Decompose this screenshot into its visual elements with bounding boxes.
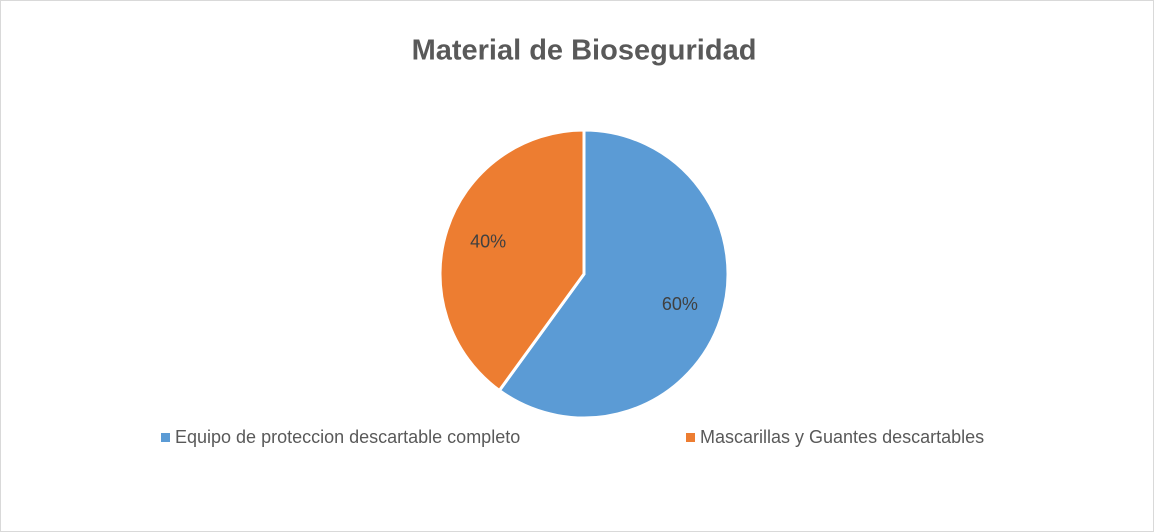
chart-title: Material de Bioseguridad bbox=[412, 35, 757, 67]
data-label: 60% bbox=[662, 294, 698, 314]
data-label: 40% bbox=[470, 232, 506, 252]
legend-label: Mascarillas y Guantes descartables bbox=[700, 427, 984, 447]
pie-slice bbox=[438, 128, 586, 393]
legend-label: Equipo de proteccion descartable complet… bbox=[175, 427, 520, 447]
legend-swatch bbox=[161, 433, 170, 442]
legend-swatch bbox=[686, 433, 695, 442]
pie-slice bbox=[497, 128, 730, 420]
